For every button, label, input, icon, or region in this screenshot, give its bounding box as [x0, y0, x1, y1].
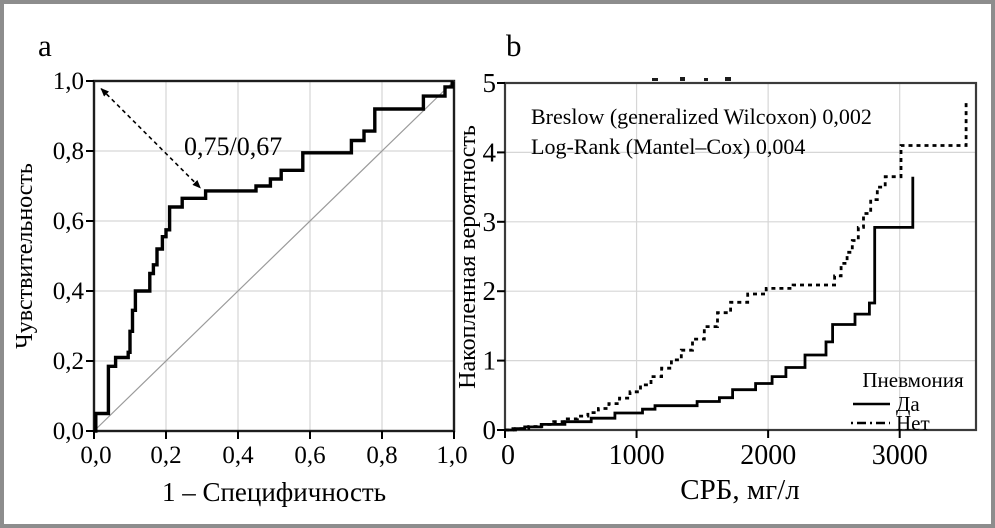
two-panel-figure: a 0,75/0,67 0,0 0,2 0,4 0,6 0,8 1,0 0,0 … [12, 28, 978, 507]
panel-a: a 0,75/0,67 0,0 0,2 0,4 0,6 0,8 1,0 0,0 … [12, 28, 468, 507]
panel-a-label: a [38, 28, 52, 63]
panel-b-gridlines [505, 83, 976, 430]
panel-b-xtick-label: 3000 [872, 440, 928, 471]
legend-item-net: Нет [896, 411, 930, 435]
panel-b-plot-frame [503, 81, 978, 432]
panel-a-gridlines [94, 81, 454, 431]
panel-a-ytick-label: 0,2 [53, 348, 84, 375]
cutoff-arrow [100, 87, 201, 189]
legend-item-da: Да [896, 392, 920, 416]
panel-b-label: b [506, 28, 522, 63]
series-roc [94, 81, 454, 433]
panel-b-ytick-label: 0 [483, 415, 497, 445]
stat-breslow: Breslow (generalized Wilcoxon) 0,002 [531, 104, 872, 129]
panel-a-x-axis-title: 1 – Специфичность [162, 477, 386, 507]
panel-b-ytick-label: 5 [483, 68, 497, 98]
panel-a-xtick-label: 0,2 [150, 442, 181, 469]
legend-title: Пневмония [862, 368, 964, 392]
legend: Пневмония Да Нет [851, 368, 964, 435]
series-да [505, 176, 915, 432]
panel-b-curves [497, 82, 969, 438]
panel-b: b Breslow (generalized Wilcoxon) 0,002 L… [455, 28, 978, 506]
panel-a-ytick-label: 0,6 [53, 208, 84, 235]
panel-a-ytick-label: 0,0 [53, 418, 84, 445]
panel-b-ytick-label: 4 [483, 137, 497, 167]
panel-a-y-axis-title: Чувствительность [12, 163, 38, 349]
panel-a-curves [86, 80, 455, 439]
panel-a-xtick-label: 0,8 [366, 442, 397, 469]
panel-b-ytick-label: 2 [483, 276, 497, 306]
panel-b-xtick-label: 0 [501, 440, 515, 471]
panel-b-x-axis-title: СРБ, мг/л [680, 474, 799, 506]
panel-a-xtick-label: 0,4 [222, 442, 254, 469]
panel-a-xtick-label: 0,6 [294, 442, 325, 469]
clipped-title-remnants [652, 77, 731, 81]
panel-a-ytick-label: 0,4 [53, 278, 85, 305]
panel-a-plot-frame [92, 79, 456, 433]
roc-cutoff-annotation: 0,75/0,67 [184, 132, 282, 161]
diagonal-reference-line [93, 80, 455, 432]
panel-b-xtick-label: 1000 [609, 440, 665, 471]
panel-b-xtick-label: 2000 [740, 440, 796, 471]
panel-a-ytick-label: 1,0 [53, 68, 84, 95]
panel-b-ytick-label: 3 [483, 207, 497, 237]
panel-a-xtick-label: 1,0 [436, 442, 467, 469]
stat-logrank: Log-Rank (Mantel–Cox) 0,004 [531, 134, 805, 159]
series-нет [505, 100, 969, 432]
panel-b-y-axis-title: Накопленная вероятность [455, 125, 481, 389]
panel-a-xtick-label: 0,0 [80, 442, 111, 469]
panel-b-ytick-label: 1 [483, 346, 497, 376]
panel-a-ytick-label: 0,8 [53, 138, 84, 165]
